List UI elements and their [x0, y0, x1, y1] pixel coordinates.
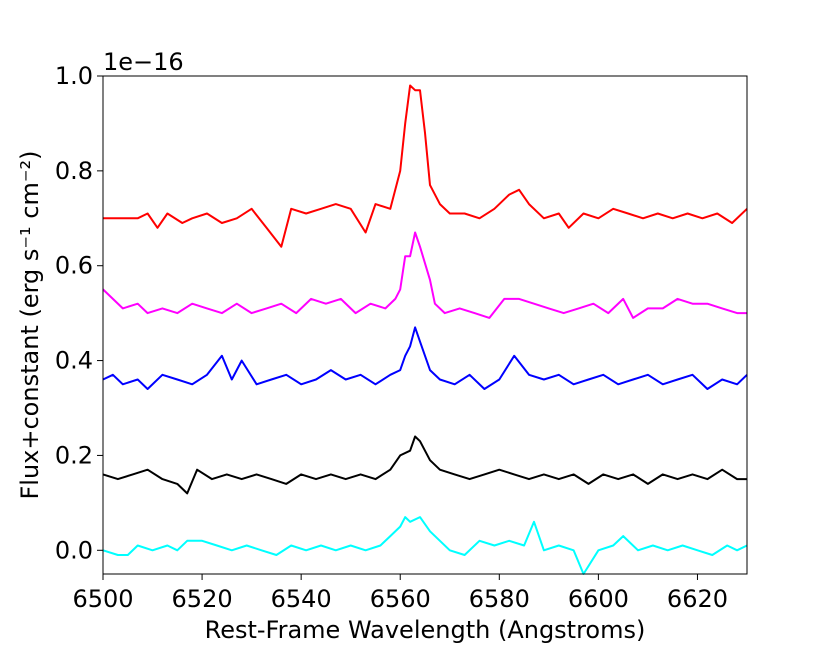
x-tick-label: 6540	[271, 585, 332, 613]
plot-frame	[102, 75, 748, 575]
y-axis: 0.0 0.2 0.4 0.6 0.8 1.0	[55, 62, 103, 564]
series-line-5	[102, 516, 748, 575]
x-tick-label: 6580	[469, 585, 530, 613]
y-tick-label: 1.0	[55, 62, 93, 90]
y-offset-label: 1e−16	[103, 48, 184, 76]
series-line-4	[102, 435, 747, 495]
y-tick-label: 0.4	[55, 347, 93, 375]
y-tick-label: 0.0	[55, 536, 93, 564]
plot-lines	[102, 84, 748, 575]
series-line-1	[103, 84, 748, 248]
x-tick-label: 6620	[667, 585, 728, 613]
y-tick-label: 0.8	[55, 157, 93, 185]
series-line-3	[102, 326, 748, 390]
y-axis-label: Flux+constant (erg s⁻¹ cm⁻²)	[16, 150, 44, 499]
y-tick-label: 0.6	[55, 252, 93, 280]
x-axis-label: Rest-Frame Wavelength (Angstroms)	[205, 616, 646, 644]
x-tick-label: 6560	[370, 585, 431, 613]
x-tick-label: 6520	[172, 585, 233, 613]
x-tick-label: 6600	[568, 585, 629, 613]
series-line-2	[102, 231, 747, 319]
x-tick-label: 6500	[72, 585, 133, 613]
x-axis: 6500 6520 6540 6560 6580 6600 6620	[72, 574, 728, 613]
y-tick-label: 0.2	[55, 441, 93, 469]
